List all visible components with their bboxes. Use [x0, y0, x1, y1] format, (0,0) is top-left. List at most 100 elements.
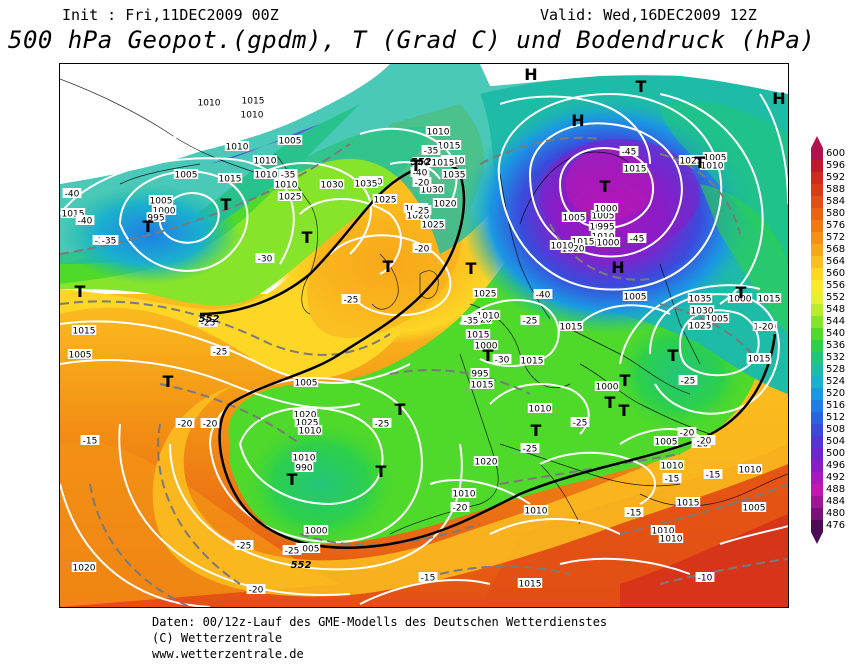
legend-swatch [811, 256, 823, 268]
svg-text:-40: -40 [78, 217, 93, 227]
svg-text:1010: 1010 [275, 181, 298, 191]
geopotential-552-label: 552 [291, 560, 312, 571]
legend-swatch [811, 328, 823, 340]
svg-text:1010: 1010 [254, 157, 277, 167]
pressure-label: 1005 [277, 135, 303, 147]
legend-label: 504 [826, 436, 846, 447]
pressure-label: 1020 [473, 456, 499, 468]
pressure-label: 1035 [687, 293, 713, 305]
svg-text:1010: 1010 [660, 535, 683, 545]
pressure-label: 1015 [465, 329, 491, 341]
pressure-label: 1015 [240, 95, 266, 107]
pressure-label: 995 [470, 368, 490, 380]
temperature-label: -35 [278, 169, 298, 181]
legend-swatch [811, 484, 823, 496]
temperature-label: -40 [410, 167, 430, 179]
legend-label: 540 [826, 328, 846, 339]
svg-text:1000: 1000 [475, 342, 498, 352]
legend-swatch [811, 460, 823, 472]
legend-swatch [811, 184, 823, 196]
svg-text:1010: 1010 [255, 171, 278, 181]
low-pressure-marker: T [383, 257, 394, 276]
weather-map: 1010 1015 1010 1005 1010 1015 1005 1000 995 1015 1… [59, 63, 789, 608]
low-pressure-marker: T [143, 217, 154, 236]
pressure-label: 1005 [590, 210, 616, 222]
svg-text:1005: 1005 [592, 212, 615, 222]
color-legend: 600 596 592 588 584 580 576 572 568 564 560 556 552 5… [808, 136, 856, 544]
pressure-label: 1010 [699, 160, 725, 172]
svg-text:-45: -45 [630, 235, 645, 245]
svg-text:990: 990 [295, 464, 312, 474]
legend-swatch [811, 424, 823, 436]
svg-text:-15: -15 [706, 471, 721, 481]
pressure-label: 1025 [294, 417, 320, 429]
temperature-label: -45 [627, 233, 647, 245]
legend-swatch [811, 196, 823, 208]
low-pressure-marker: T [221, 195, 232, 214]
chart-title: 500 hPa Geopot.(gpdm), T (Grad C) und Bo… [8, 26, 816, 54]
temperature-label: -25 [520, 443, 540, 455]
temperature-label: -45 [619, 146, 639, 158]
legend-label: 584 [826, 196, 846, 207]
svg-text:-25: -25 [681, 377, 696, 387]
legend-swatch [811, 232, 823, 244]
legend-swatch [811, 244, 823, 256]
legend-label: 516 [826, 400, 846, 411]
legend-swatch [811, 268, 823, 280]
legend-swatch [811, 220, 823, 232]
pressure-label: 1015 [71, 325, 97, 337]
legend-label: 580 [826, 208, 846, 219]
svg-text:1015: 1015 [471, 381, 494, 391]
svg-text:1000: 1000 [595, 205, 618, 215]
legend-swatch [811, 496, 823, 508]
legend-swatch [811, 148, 823, 160]
legend-swatch [811, 304, 823, 316]
svg-text:1015: 1015 [758, 295, 781, 305]
svg-text:1010: 1010 [198, 99, 221, 109]
svg-text:-35: -35 [464, 317, 479, 327]
low-pressure-marker: T [695, 153, 706, 172]
temperature-labels: -40-35-35-40-30-35-20-25-25-20-25-25-20-… [62, 145, 776, 596]
temperature-label: -15 [662, 473, 682, 485]
temperature-label: -40 [75, 215, 95, 227]
temperature-label: -20 [694, 435, 714, 447]
svg-text:1020: 1020 [407, 212, 430, 222]
pressure-label: 1010 [475, 310, 501, 322]
legend-swatch [811, 520, 823, 532]
pressure-label: 1000 [595, 237, 621, 249]
temperature-label: -40 [412, 157, 432, 169]
svg-text:1030: 1030 [691, 307, 714, 317]
legend-label: 544 [826, 316, 846, 327]
svg-text:1030: 1030 [421, 186, 444, 196]
svg-text:-10: -10 [698, 574, 713, 584]
svg-text:1025: 1025 [680, 157, 703, 167]
pressure-label: 1025 [372, 194, 398, 206]
pressure-label: 1010 [224, 141, 250, 153]
pressure-label: 1010 [527, 403, 553, 415]
pressure-label: 1010 [650, 525, 676, 537]
low-pressure-marker: T [736, 283, 747, 302]
pressure-label: 1010 [291, 452, 317, 464]
legend-swatch [811, 352, 823, 364]
legend-label: 524 [826, 376, 846, 387]
pressure-label: 1010 [252, 155, 278, 167]
svg-text:-20: -20 [249, 586, 264, 596]
svg-text:-20: -20 [203, 420, 218, 430]
legend-label: 520 [826, 388, 846, 399]
pressure-label: 1005 [653, 436, 679, 448]
pressure-label: 1015 [60, 208, 86, 220]
legend-label: 572 [826, 232, 846, 243]
svg-text:1010: 1010 [293, 454, 316, 464]
svg-text:1015: 1015 [438, 142, 461, 152]
legend-label: 556 [826, 280, 846, 291]
svg-text:1020: 1020 [294, 411, 317, 421]
legend-swatch [811, 472, 823, 484]
temperature-label: -25 [372, 418, 392, 430]
temperature-label: -20 [246, 584, 266, 596]
svg-text:1005: 1005 [655, 438, 678, 448]
pressure-label: 1010 [253, 169, 279, 181]
legend-label: 588 [826, 184, 846, 195]
svg-text:1015: 1015 [521, 357, 544, 367]
pressure-label: 1025 [472, 288, 498, 300]
geopotential-552-label: 552 [411, 157, 432, 168]
